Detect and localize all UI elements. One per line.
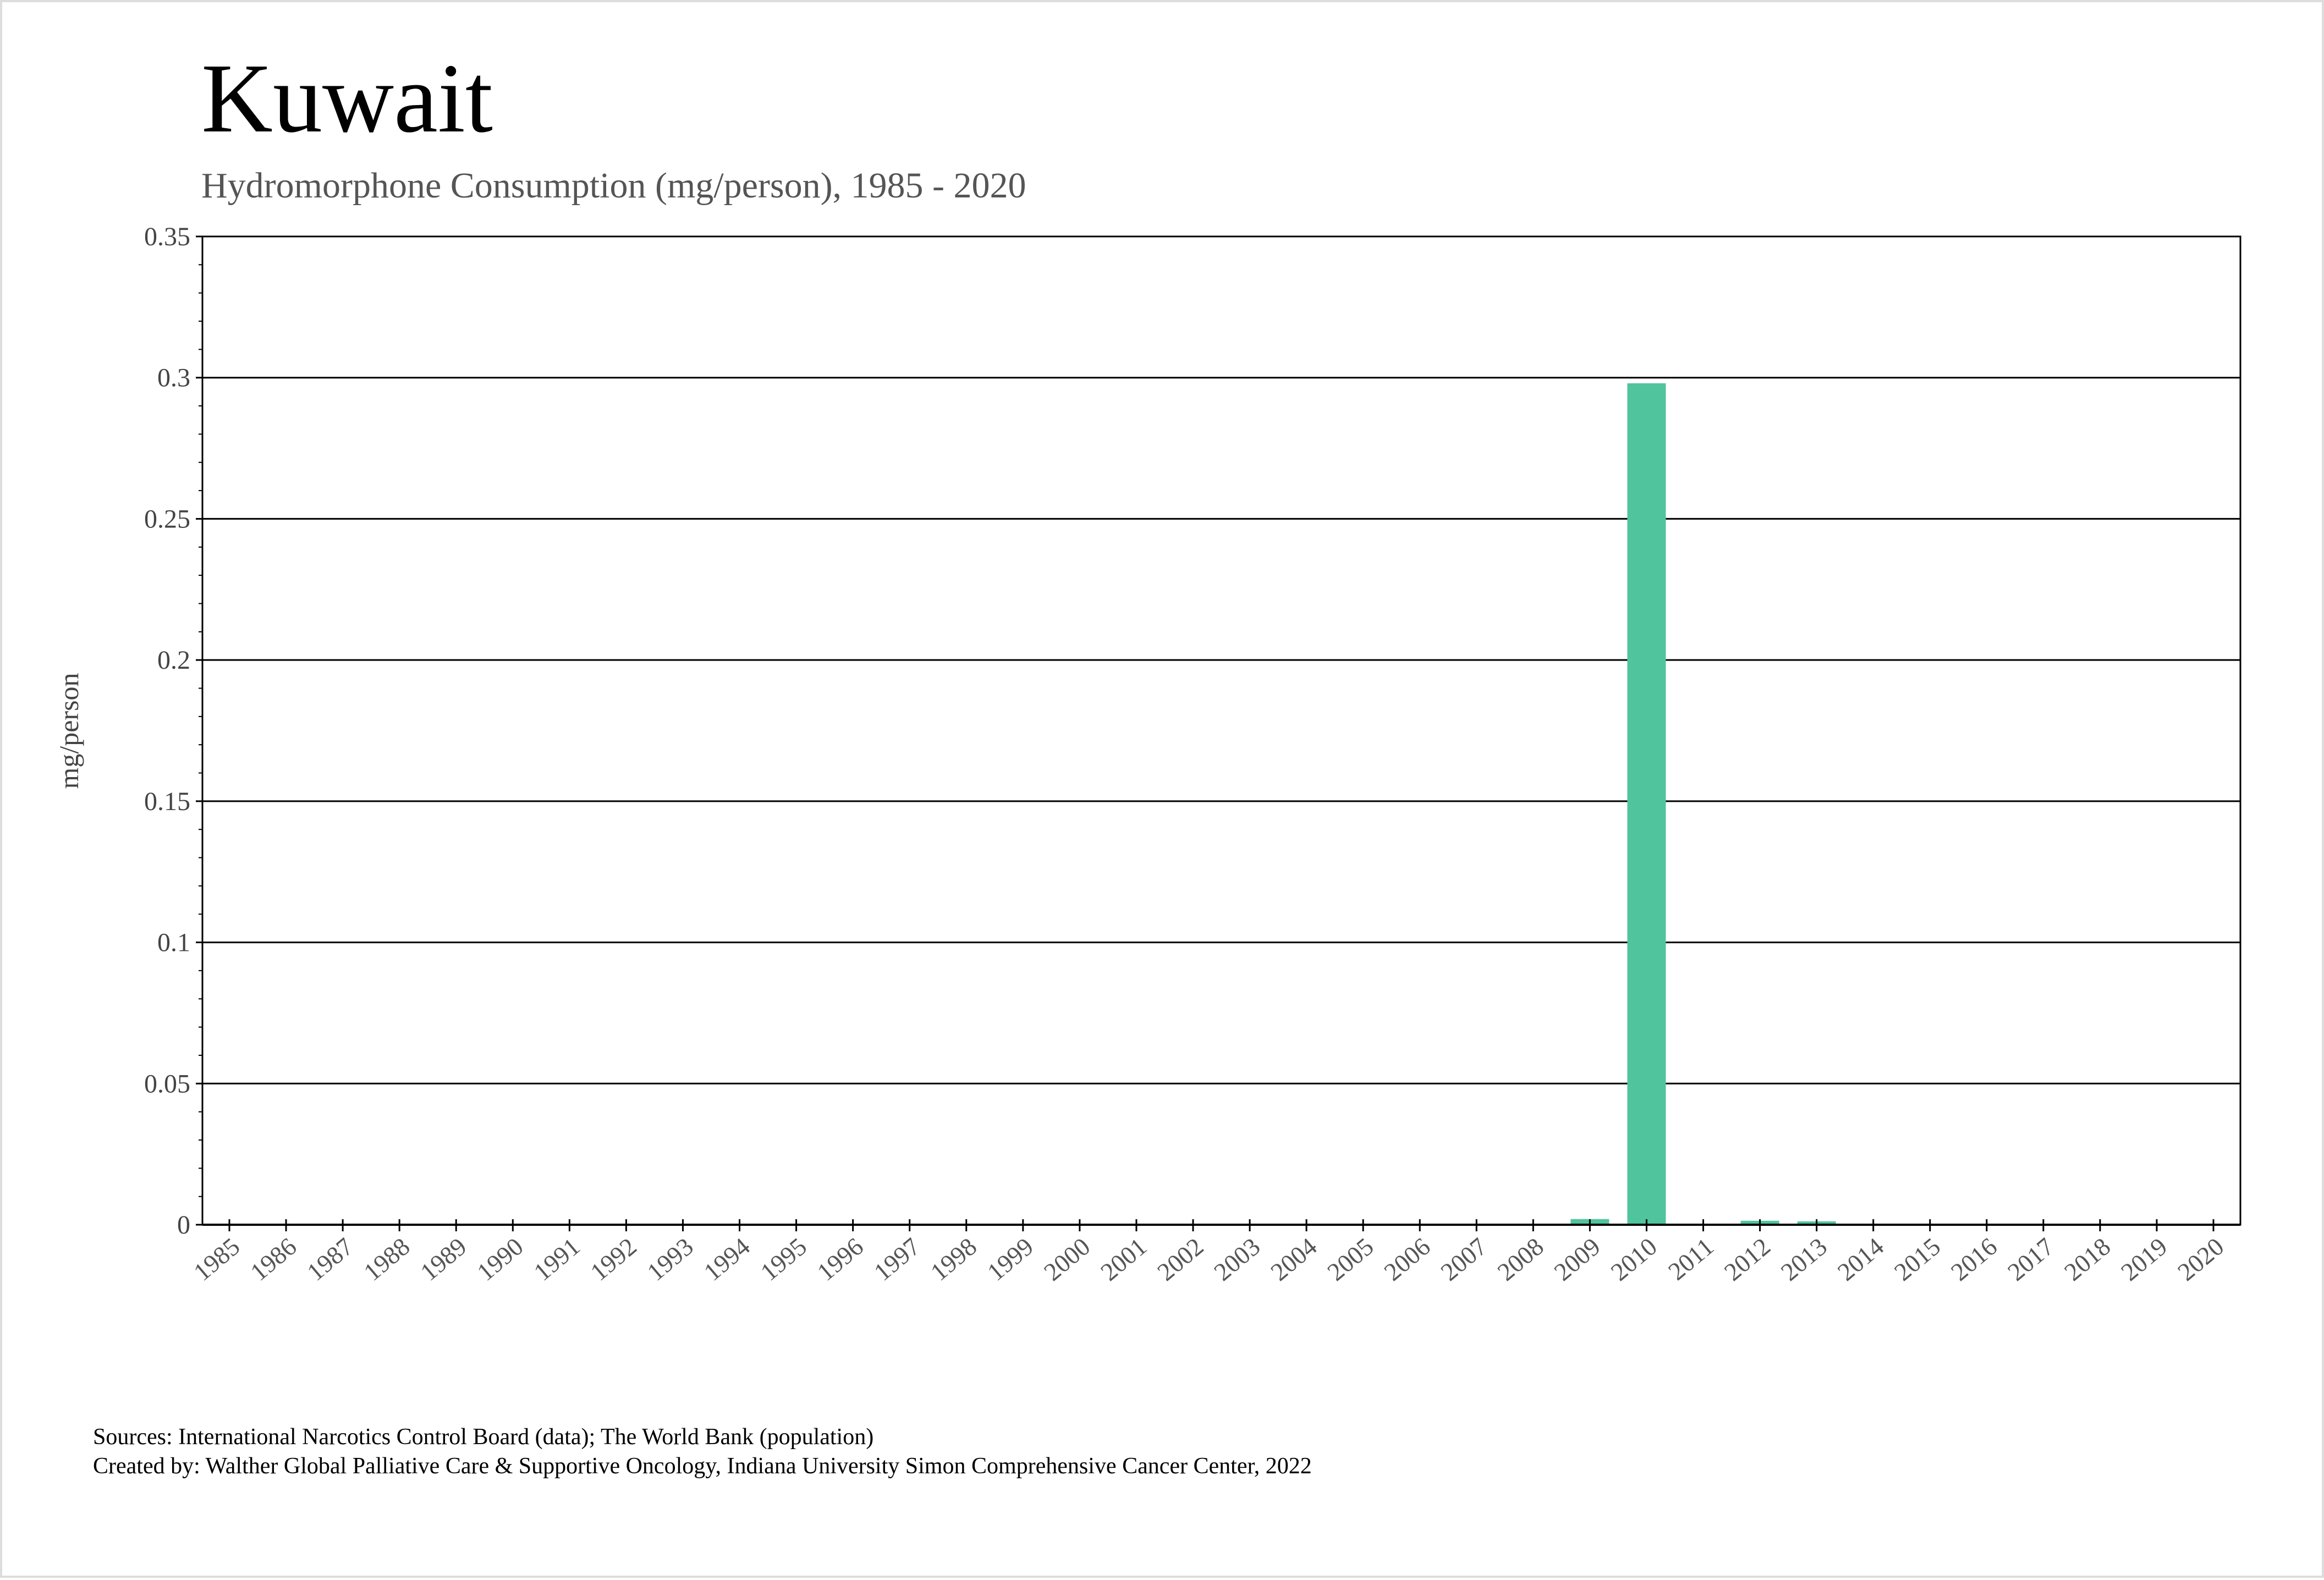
x-tick-label: 1988 xyxy=(358,1232,415,1286)
x-tick-label: 1994 xyxy=(699,1232,755,1286)
x-tick-label: 2016 xyxy=(1946,1232,2002,1286)
x-tick-label: 2014 xyxy=(1832,1232,1889,1286)
x-tick-label: 2008 xyxy=(1492,1232,1548,1286)
y-tick-label: 0.05 xyxy=(144,1069,190,1098)
y-tick-label: 0.15 xyxy=(144,787,190,816)
x-tick-label: 2006 xyxy=(1378,1232,1435,1286)
sources-note: Sources: International Narcotics Control… xyxy=(93,1424,873,1450)
x-tick-label: 2017 xyxy=(2002,1232,2059,1286)
x-tick-label: 1993 xyxy=(642,1232,699,1286)
x-tick-label: 2018 xyxy=(2059,1232,2116,1286)
x-tick-label: 2015 xyxy=(1889,1232,1946,1286)
y-tick-label: 0.1 xyxy=(157,928,190,957)
x-tick-label: 2013 xyxy=(1776,1232,1832,1286)
y-tick-label: 0.25 xyxy=(144,504,190,533)
x-tick-label: 1995 xyxy=(755,1232,812,1286)
y-tick-label: 0 xyxy=(177,1210,190,1240)
x-tick-label: 1986 xyxy=(245,1232,301,1286)
plot-frame xyxy=(201,235,2241,1226)
y-tick-label: 0.35 xyxy=(144,222,190,251)
x-tick-label: 1989 xyxy=(415,1232,471,1286)
x-tick-label: 2000 xyxy=(1039,1232,1095,1286)
x-tick-label: 2005 xyxy=(1322,1232,1378,1286)
created-by-note: Created by: Walther Global Palliative Ca… xyxy=(93,1454,1312,1479)
x-tick-label: 2007 xyxy=(1435,1232,1492,1286)
y-tick-label: 0.3 xyxy=(157,364,190,393)
x-tick-label: 2009 xyxy=(1549,1232,1606,1286)
x-tick-label: 2001 xyxy=(1095,1232,1152,1286)
x-tick-label: 2003 xyxy=(1208,1232,1265,1286)
chart-subtitle: Hydromorphone Consumption (mg/person), 1… xyxy=(201,166,1026,206)
x-tick-label: 2020 xyxy=(2172,1232,2229,1286)
y-axis-label: mg/person xyxy=(53,673,84,789)
bar-2010 xyxy=(1627,383,1666,1225)
x-tick-label: 2019 xyxy=(2116,1232,2172,1286)
x-tick-label: 2011 xyxy=(1663,1232,1719,1286)
x-tick-label: 1990 xyxy=(471,1232,528,1286)
x-tick-label: 2012 xyxy=(1719,1232,1776,1286)
x-tick-label: 1999 xyxy=(982,1232,1039,1286)
x-tick-label: 1998 xyxy=(925,1232,982,1286)
x-tick-label: 1987 xyxy=(301,1232,358,1286)
x-tick-label: 1996 xyxy=(812,1232,869,1286)
x-tick-label: 2010 xyxy=(1606,1232,1662,1286)
x-tick-label: 1985 xyxy=(188,1232,245,1286)
x-tick-label: 2002 xyxy=(1152,1232,1208,1286)
x-tick-label: 1991 xyxy=(529,1232,585,1286)
x-tick-label: 1992 xyxy=(585,1232,642,1286)
y-tick-label: 0.2 xyxy=(157,646,190,675)
x-tick-label: 2004 xyxy=(1265,1232,1322,1286)
chart-title: Kuwait xyxy=(201,43,493,153)
x-tick-label: 1997 xyxy=(869,1232,925,1286)
